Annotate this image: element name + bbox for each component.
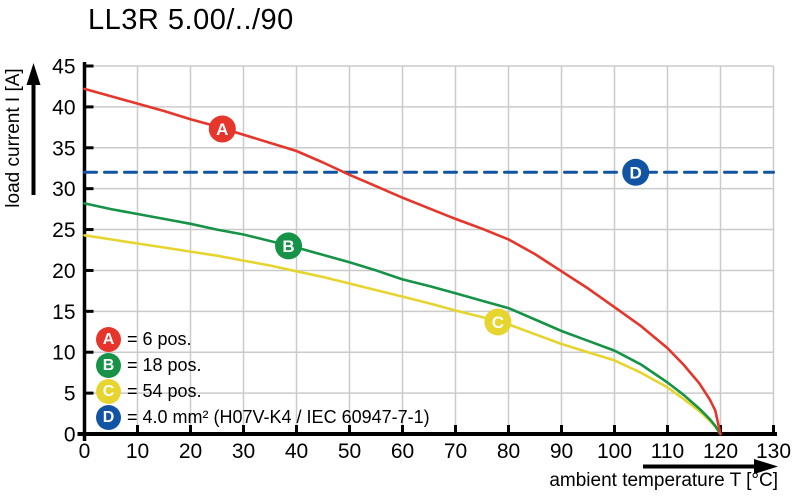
axes	[77, 62, 777, 441]
x-tick-label: 60	[391, 440, 414, 463]
x-tick-label: 0	[79, 440, 91, 463]
x-tick-label: 100	[597, 440, 632, 463]
x-tick-label: 30	[232, 440, 255, 463]
x-tick-label: 40	[285, 440, 308, 463]
legend: A = 6 pos. B = 18 pos. C = 54 pos. D = 4…	[96, 326, 430, 430]
marker-b-letter: B	[282, 237, 294, 256]
grid	[84, 65, 775, 434]
y-axis-label: load current I [A]	[3, 68, 24, 208]
x-tick-label: 90	[550, 440, 573, 463]
y-tick-label: 30	[52, 178, 75, 201]
marker-b-icon	[275, 232, 303, 260]
chart-title: LL3R 5.00/../90	[88, 4, 294, 36]
y-tick-label: 10	[52, 342, 75, 365]
marker-a-letter: A	[216, 120, 228, 139]
y-tick-label: 25	[52, 219, 75, 242]
tick-labels: 0 10 20 30 40 50 60 70 80 90 100 110 120 130 0 5 10 15 20 2…	[52, 56, 791, 464]
axis-arrows	[26, 63, 778, 474]
curve-b	[83, 202, 722, 436]
curves	[83, 87, 775, 436]
curve-a	[83, 87, 722, 436]
y-tick-label: 40	[52, 96, 75, 119]
marker-a-icon	[208, 115, 236, 143]
y-tick-label: 20	[52, 260, 75, 283]
y-tick-label: 15	[52, 301, 75, 324]
legend-label-a: = 6 pos.	[127, 328, 192, 349]
marker-c-letter: C	[492, 313, 504, 332]
legend-item-c: C = 54 pos.	[96, 378, 430, 404]
legend-marker-a-icon: A	[96, 326, 121, 352]
marker-d-letter: D	[630, 163, 642, 182]
x-tick-label: 10	[126, 440, 149, 463]
legend-item-d: D = 4.0 mm² (H07V-K4 / IEC 60947-7-1)	[96, 404, 430, 430]
curve-c	[83, 234, 722, 436]
x-tick-label: 20	[179, 440, 202, 463]
curve-markers: D C B A	[208, 115, 650, 336]
x-axis-arrowhead-icon	[754, 459, 778, 474]
legend-item-a: A = 6 pos.	[96, 326, 430, 352]
legend-marker-c-icon: C	[96, 378, 121, 404]
x-tick-label: 120	[703, 440, 738, 463]
legend-marker-b-icon: B	[96, 352, 121, 378]
marker-d-icon	[622, 158, 650, 186]
x-tick-label: 80	[497, 440, 520, 463]
y-tick-label: 5	[64, 383, 76, 406]
x-tick-label: 70	[444, 440, 467, 463]
legend-label-c: = 54 pos.	[127, 380, 202, 401]
y-tick-label: 0	[64, 424, 76, 447]
legend-item-b: B = 18 pos.	[96, 352, 430, 378]
x-axis-label: ambient temperature T [°C]	[549, 470, 778, 491]
legend-marker-d-icon: D	[96, 404, 121, 430]
legend-label-b: = 18 pos.	[127, 354, 202, 375]
y-axis-arrowhead-icon	[26, 63, 41, 85]
marker-c-icon	[484, 308, 512, 336]
x-tick-label: 130	[756, 440, 791, 463]
x-tick-label: 110	[651, 440, 684, 463]
y-tick-label: 35	[52, 137, 75, 160]
x-tick-label: 50	[338, 440, 361, 463]
y-tick-label: 45	[52, 56, 75, 79]
legend-label-d: = 4.0 mm² (H07V-K4 / IEC 60947-7-1)	[127, 406, 430, 427]
